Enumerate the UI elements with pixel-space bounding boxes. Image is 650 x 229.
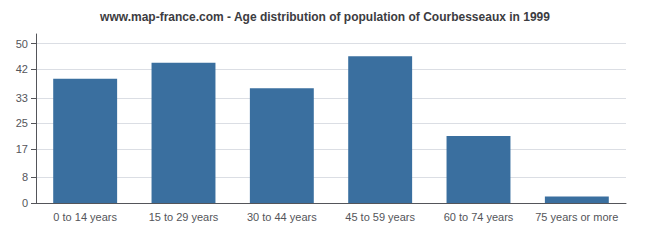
svg-text:60 to 74 years: 60 to 74 years	[444, 211, 514, 223]
svg-text:33: 33	[16, 92, 28, 104]
svg-text:www.map-france.com - Age distr: www.map-france.com - Age distribution of…	[99, 10, 550, 24]
svg-text:75 years or more: 75 years or more	[535, 211, 618, 223]
svg-text:15 to 29 years: 15 to 29 years	[149, 211, 219, 223]
svg-text:8: 8	[22, 171, 28, 183]
svg-text:17: 17	[16, 143, 28, 155]
svg-text:30 to 44 years: 30 to 44 years	[247, 211, 317, 223]
svg-text:50: 50	[16, 38, 28, 50]
svg-text:42: 42	[16, 63, 28, 75]
svg-text:45 to 59 years: 45 to 59 years	[345, 211, 415, 223]
svg-text:0: 0	[22, 197, 28, 209]
svg-text:25: 25	[16, 117, 28, 129]
svg-text:0 to 14 years: 0 to 14 years	[53, 211, 117, 223]
